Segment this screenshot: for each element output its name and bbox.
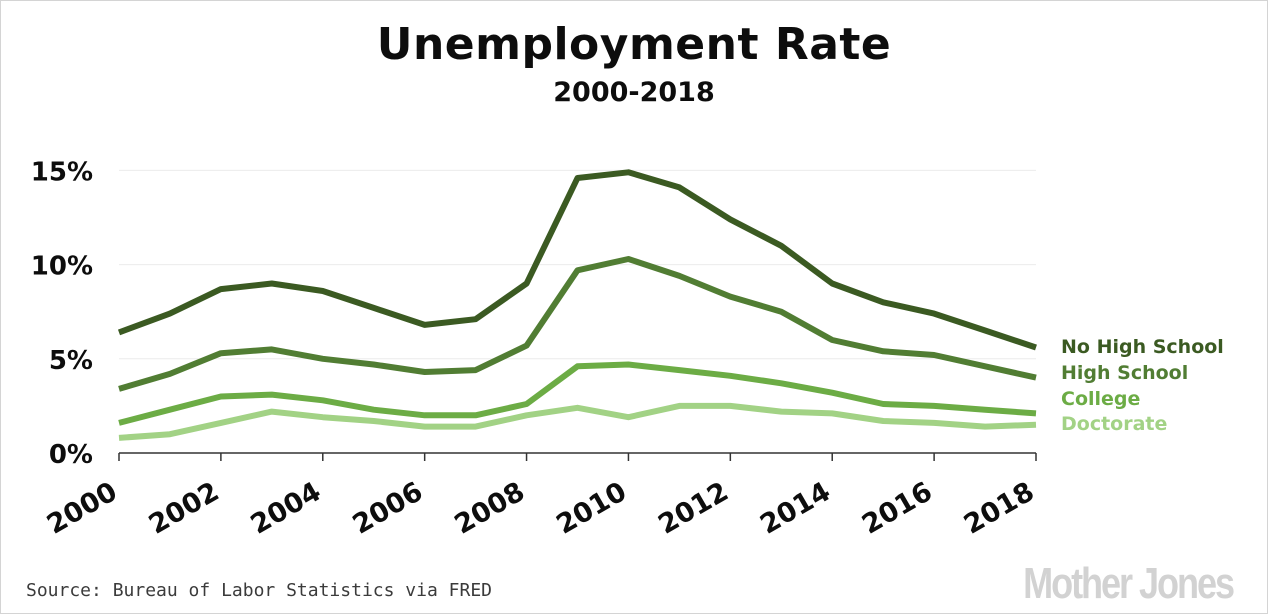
chart-subtitle: 2000-2018 [553, 77, 715, 108]
brand-logo: Mother Jones [1023, 559, 1235, 608]
series-line-doctorate [118, 402, 1037, 441]
y-tick-label: 5% [49, 346, 93, 376]
x-tick-label: 2002 [144, 476, 225, 540]
x-tick-label: 2004 [246, 476, 327, 540]
source-note: Source: Bureau of Labor Statistics via F… [26, 580, 492, 601]
legend-label-college: College [1061, 388, 1140, 410]
x-tick-label: 2014 [755, 476, 836, 540]
series-line-high-school [118, 256, 1037, 392]
x-tick-label: 2012 [653, 476, 734, 540]
x-tick-label: 2008 [449, 476, 530, 540]
legend-label-no-high-school: No High School [1061, 336, 1224, 358]
legend-label-doctorate: Doctorate [1061, 413, 1167, 435]
x-tick-label: 2000 [42, 476, 123, 540]
chart-title: Unemployment Rate [376, 19, 892, 70]
series-line-no-high-school [117, 169, 1037, 351]
series-line-college [118, 361, 1037, 426]
y-tick-label: 15% [31, 157, 93, 187]
x-tick-label: 2006 [348, 476, 429, 540]
y-tick-label: 10% [31, 252, 93, 282]
y-tick-label: 0% [49, 440, 93, 470]
x-tick-label: 2018 [959, 476, 1040, 540]
x-tick-label: 2016 [857, 476, 938, 540]
x-tick-label: 2010 [551, 476, 632, 540]
legend-label-high-school: High School [1061, 362, 1188, 384]
